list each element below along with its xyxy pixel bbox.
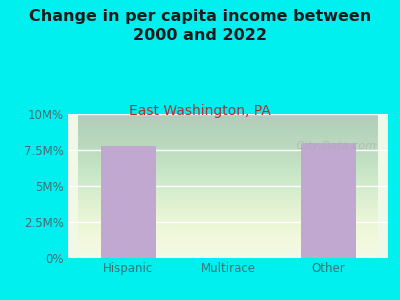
Text: Change in per capita income between
2000 and 2022: Change in per capita income between 2000…: [29, 9, 371, 43]
Text: City-Data.com: City-Data.com: [286, 141, 376, 151]
Text: East Washington, PA: East Washington, PA: [129, 103, 271, 118]
Bar: [100, 146, 156, 258]
Bar: [300, 143, 356, 258]
